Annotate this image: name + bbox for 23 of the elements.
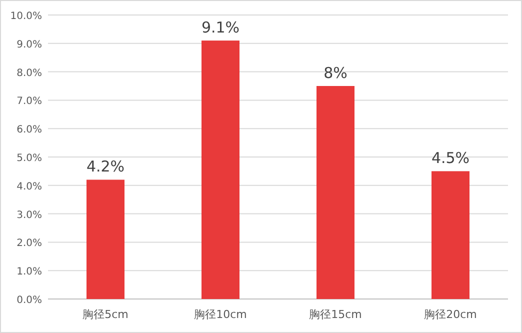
y-tick-label: 8.0%	[16, 68, 42, 79]
x-tick-label: 胸径5cm	[82, 308, 128, 321]
y-tick-label: 3.0%	[16, 210, 42, 221]
y-tick-label: 5.0%	[16, 153, 42, 164]
data-label: 4.5%	[431, 149, 470, 168]
y-tick-label: 2.0%	[16, 238, 42, 250]
bar	[86, 180, 124, 299]
y-tick-label: 7.0%	[16, 96, 42, 108]
x-tick-label: 胸径10cm	[194, 308, 247, 321]
y-tick-label: 4.0%	[16, 181, 42, 192]
data-label: 9.1%	[201, 18, 240, 37]
bar	[316, 86, 354, 299]
y-tick-label: 9.0%	[16, 39, 42, 50]
x-tick-label: 胸径20cm	[424, 308, 477, 321]
data-label: 4.2%	[86, 158, 125, 176]
y-tick-label: 6.0%	[16, 124, 42, 136]
y-tick-label: 1.0%	[16, 266, 42, 278]
bar	[202, 40, 240, 299]
data-label: 8%	[324, 64, 348, 82]
y-tick-label: 0.0%	[16, 295, 42, 306]
x-tick-label: 胸径15cm	[309, 308, 362, 321]
bar	[432, 171, 470, 299]
y-tick-label: 10.0%	[10, 11, 42, 22]
